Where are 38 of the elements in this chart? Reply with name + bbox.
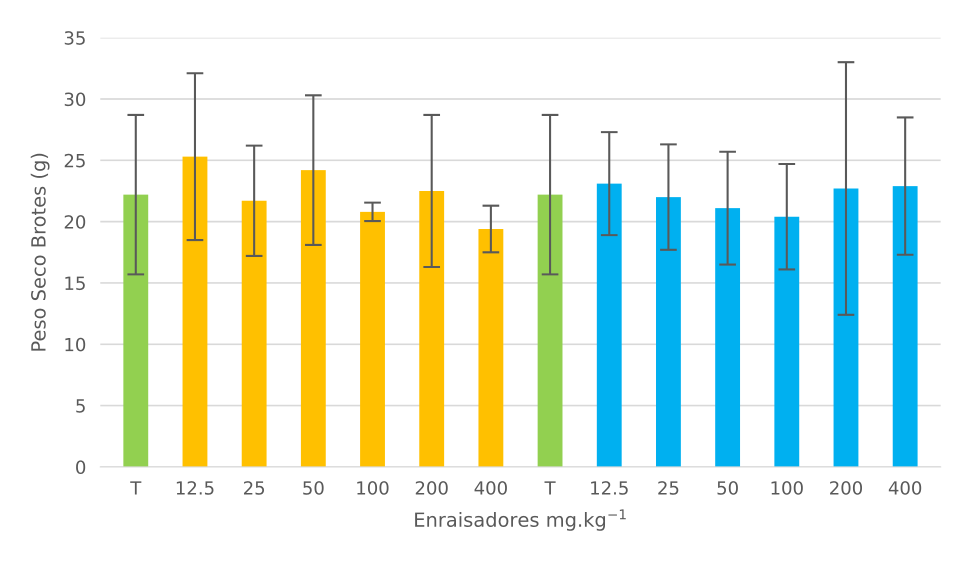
bar [478,229,504,467]
bar [656,197,681,467]
y-tick-label: 5 [76,399,85,413]
y-tick-label: 10 [65,338,86,352]
x-tick-label: T [130,481,142,495]
bar [774,216,800,467]
x-tick-label: 100 [772,481,803,495]
bar [419,190,444,467]
bar [892,186,918,467]
y-axis-title: Peso Seco Brotes (g) [30,154,50,351]
x-tick-label: 50 [718,481,738,495]
x-tick-label: 25 [244,481,264,495]
x-tick-label: 200 [416,481,448,495]
bar [834,188,858,467]
x-tick-label: 12.5 [591,481,628,495]
x-tick-label: 100 [357,481,389,495]
y-tick-label: 15 [65,276,85,290]
bar [123,194,148,467]
bar [715,208,740,467]
bar [242,200,267,467]
bar [596,184,622,467]
y-tick-label: 20 [64,215,86,229]
y-tick-label: 30 [64,92,86,106]
bar [182,156,208,467]
y-tick-label: 25 [64,154,85,168]
x-tick-label: 400 [888,481,922,495]
x-axis-title: Enraisadores mg.kg$^{−1}$ [415,509,626,531]
bar [538,194,562,467]
x-tick-label: 50 [303,481,324,495]
x-tick-label: 12.5 [176,481,214,495]
x-tick-label: 400 [474,481,507,495]
bar [360,212,385,467]
x-tick-label: T [544,481,556,495]
y-tick-label: 0 [76,460,86,474]
x-tick-label: 200 [830,481,862,495]
y-tick-label: 35 [64,31,85,45]
bar [300,170,326,467]
x-tick-label: 25 [658,481,678,495]
